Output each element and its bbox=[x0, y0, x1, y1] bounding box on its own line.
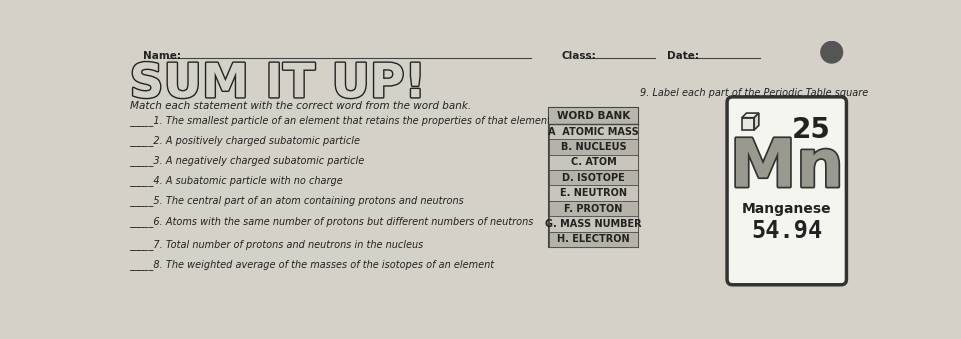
Bar bbox=[549, 108, 637, 247]
Text: Class:: Class: bbox=[561, 51, 596, 61]
Polygon shape bbox=[753, 113, 758, 130]
Text: Match each statement with the correct word from the word bank.: Match each statement with the correct wo… bbox=[130, 101, 470, 111]
Text: SUM IT UP!: SUM IT UP! bbox=[130, 62, 427, 107]
Bar bbox=[549, 139, 637, 155]
Text: _____4. A subatomic particle with no charge: _____4. A subatomic particle with no cha… bbox=[130, 175, 343, 185]
Text: _____8. The weighted average of the masses of the isotopes of an element: _____8. The weighted average of the mass… bbox=[130, 259, 494, 270]
Bar bbox=[549, 108, 637, 124]
Bar bbox=[549, 185, 637, 201]
Text: Name:: Name: bbox=[143, 51, 182, 61]
Text: 25: 25 bbox=[791, 116, 829, 144]
Text: A  ATOMIC MASS: A ATOMIC MASS bbox=[548, 126, 638, 137]
Bar bbox=[549, 155, 637, 170]
Bar bbox=[741, 118, 753, 130]
Text: _____7. Total number of protons and neutrons in the nucleus: _____7. Total number of protons and neut… bbox=[130, 239, 424, 250]
Circle shape bbox=[820, 41, 842, 63]
Text: WORD BANK: WORD BANK bbox=[556, 111, 629, 121]
Text: Date:: Date: bbox=[666, 51, 698, 61]
Bar bbox=[549, 232, 637, 247]
Text: H. ELECTRON: H. ELECTRON bbox=[556, 234, 629, 244]
Text: C. ATOM: C. ATOM bbox=[570, 157, 616, 167]
Text: Mn: Mn bbox=[729, 135, 843, 201]
Text: _____6. Atoms with the same number of protons but different numbers of neutrons: _____6. Atoms with the same number of pr… bbox=[130, 216, 533, 227]
Text: F. PROTON: F. PROTON bbox=[563, 203, 622, 214]
Text: D. ISOTOPE: D. ISOTOPE bbox=[561, 173, 624, 183]
Text: Manganese: Manganese bbox=[741, 202, 830, 216]
FancyBboxPatch shape bbox=[727, 97, 846, 285]
Bar bbox=[549, 170, 637, 185]
Bar bbox=[549, 216, 637, 232]
Bar bbox=[549, 124, 637, 139]
Text: _____5. The central part of an atom containing protons and neutrons: _____5. The central part of an atom cont… bbox=[130, 195, 464, 205]
Text: 9. Label each part of the Periodic Table square: 9. Label each part of the Periodic Table… bbox=[639, 88, 867, 98]
Text: E. NEUTRON: E. NEUTRON bbox=[559, 188, 627, 198]
Text: _____2. A positively charged subatomic particle: _____2. A positively charged subatomic p… bbox=[130, 135, 360, 145]
Text: 54.94: 54.94 bbox=[751, 219, 822, 243]
Text: B. NUCLEUS: B. NUCLEUS bbox=[560, 142, 626, 152]
Text: _____3. A negatively charged subatomic particle: _____3. A negatively charged subatomic p… bbox=[130, 155, 364, 165]
Text: _____1. The smallest particle of an element that retains the properties of that : _____1. The smallest particle of an elem… bbox=[130, 115, 551, 125]
Text: G. MASS NUMBER: G. MASS NUMBER bbox=[545, 219, 641, 229]
Polygon shape bbox=[741, 113, 758, 118]
Bar bbox=[549, 201, 637, 216]
